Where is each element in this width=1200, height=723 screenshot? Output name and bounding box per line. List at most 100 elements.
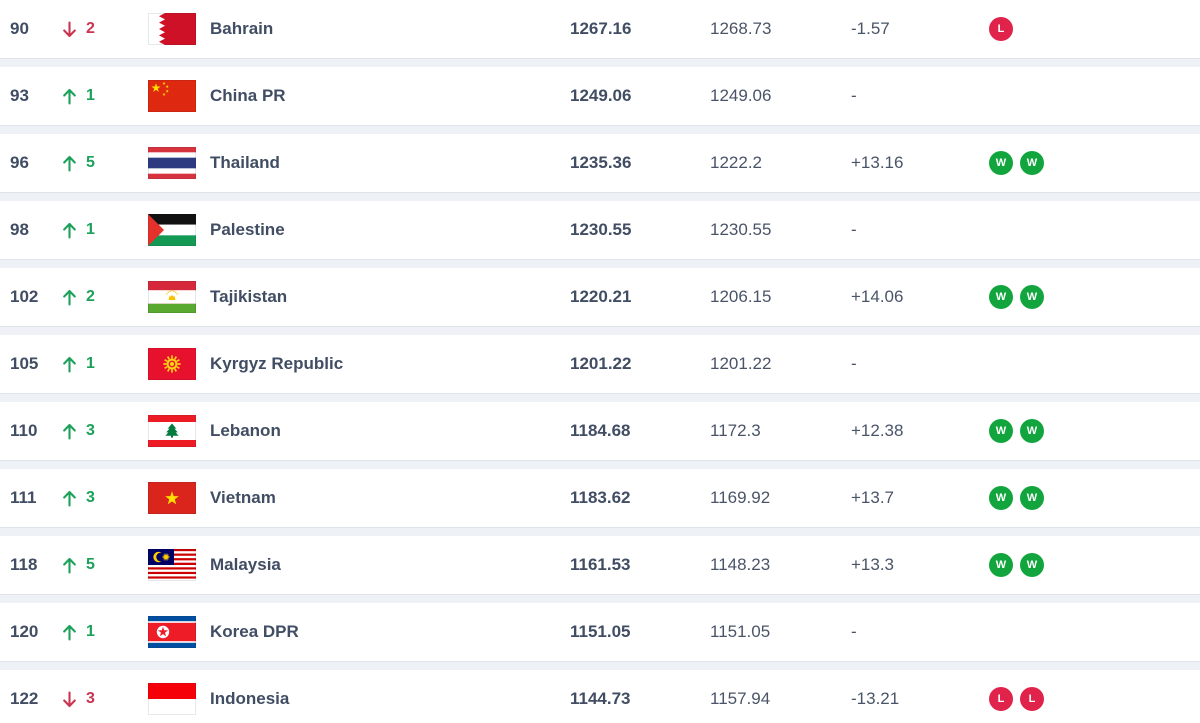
- team-name[interactable]: Thailand: [210, 153, 280, 172]
- win-result-badge: W: [989, 419, 1013, 443]
- rank-movement-value: 1: [86, 221, 95, 238]
- rank-up-icon: [63, 289, 76, 306]
- team-name[interactable]: Malaysia: [210, 555, 281, 574]
- loss-result-badge: L: [989, 17, 1013, 41]
- previous-points: 1172.3: [710, 421, 761, 440]
- ranking-row[interactable]: 90 2 Bahrain 1267.16 1268.73 -1.57 L: [0, 0, 1200, 59]
- ranking-row[interactable]: 122 3 Indonesia 1144.73 1157.94 -13.21 L…: [0, 670, 1200, 723]
- team-name[interactable]: Vietnam: [210, 488, 276, 507]
- rank-down-icon: [63, 20, 76, 37]
- win-result-badge: W: [1020, 486, 1044, 510]
- total-points: 1144.73: [570, 689, 631, 708]
- ranking-row[interactable]: 105 1 Kyrgyz Republic 1201.22 1201.22 -: [0, 335, 1200, 394]
- last-results: L: [989, 17, 1013, 41]
- points-change: +13.3: [851, 555, 895, 574]
- china-flag-icon: [148, 80, 210, 112]
- total-points: 1220.21: [570, 287, 632, 306]
- ranking-row[interactable]: 102 2 Tajikistan 1220.21 1206.15 +14.06 …: [0, 268, 1200, 327]
- previous-points: 1169.92: [710, 488, 771, 507]
- total-points: 1267.16: [570, 19, 632, 38]
- team-rank: 118: [10, 555, 38, 574]
- ranking-row[interactable]: 98 1 Palestine 1230.55 1230.55 -: [0, 201, 1200, 260]
- total-points: 1161.53: [570, 555, 631, 574]
- total-points: 1249.06: [570, 86, 632, 105]
- points-change: -: [851, 220, 857, 239]
- total-points: 1151.05: [570, 622, 631, 641]
- rank-movement: 3: [56, 489, 144, 507]
- win-result-badge: W: [989, 151, 1013, 175]
- ranking-row[interactable]: 120 1 Korea DPR 1151.05 1151.05 -: [0, 603, 1200, 662]
- rank-movement: 1: [56, 623, 144, 641]
- rank-up-icon: [63, 624, 76, 641]
- previous-points: 1268.73: [710, 19, 772, 38]
- rank-up-icon: [63, 356, 76, 373]
- previous-points: 1201.22: [710, 354, 772, 373]
- rank-movement-value: 5: [86, 556, 95, 573]
- rank-movement-value: 3: [86, 690, 95, 707]
- indonesia-flag-icon: [148, 683, 210, 715]
- rank-up-icon: [63, 423, 76, 440]
- rank-up-icon: [63, 222, 76, 239]
- total-points: 1235.36: [570, 153, 632, 172]
- rank-up-icon: [63, 490, 76, 507]
- previous-points: 1206.15: [710, 287, 772, 306]
- previous-points: 1230.55: [710, 220, 772, 239]
- team-rank: 102: [10, 287, 39, 306]
- rank-movement: 1: [56, 221, 144, 239]
- rank-movement-value: 1: [86, 355, 95, 372]
- koreadpr-flag-icon: [148, 616, 210, 648]
- thailand-flag-icon: [148, 147, 210, 179]
- total-points: 1184.68: [570, 421, 631, 440]
- vietnam-flag-icon: [148, 482, 210, 514]
- previous-points: 1249.06: [710, 86, 772, 105]
- rank-movement-value: 2: [86, 288, 95, 305]
- total-points: 1183.62: [570, 488, 631, 507]
- rank-movement-value: 1: [86, 623, 95, 640]
- win-result-badge: W: [1020, 285, 1044, 309]
- points-change: +13.16: [851, 153, 904, 172]
- rank-movement: 3: [56, 422, 144, 440]
- points-change: -: [851, 86, 857, 105]
- team-name[interactable]: Lebanon: [210, 421, 281, 440]
- team-name[interactable]: Tajikistan: [210, 287, 288, 306]
- team-name[interactable]: Palestine: [210, 220, 285, 239]
- previous-points: 1148.23: [710, 555, 771, 574]
- rank-movement-value: 5: [86, 154, 95, 171]
- points-change: +14.06: [851, 287, 904, 306]
- ranking-row[interactable]: 93 1 China PR 1249.06 1249.06 -: [0, 67, 1200, 126]
- rank-movement-value: 1: [86, 87, 95, 104]
- lebanon-flag-icon: [148, 415, 210, 447]
- loss-result-badge: L: [1020, 687, 1044, 711]
- team-name[interactable]: Korea DPR: [210, 622, 299, 641]
- team-rank: 111: [10, 488, 37, 507]
- team-name[interactable]: Indonesia: [210, 689, 290, 708]
- team-name[interactable]: Bahrain: [210, 19, 274, 38]
- team-name[interactable]: China PR: [210, 86, 286, 105]
- team-name[interactable]: Kyrgyz Republic: [210, 354, 344, 373]
- win-result-badge: W: [989, 553, 1013, 577]
- rank-movement-value: 2: [86, 20, 95, 37]
- team-rank: 98: [10, 220, 29, 239]
- rank-movement: 2: [56, 20, 144, 38]
- team-rank: 122: [10, 689, 39, 708]
- rank-up-icon: [63, 88, 76, 105]
- points-change: -1.57: [851, 19, 890, 38]
- points-change: -: [851, 354, 857, 373]
- team-rank: 93: [10, 86, 29, 105]
- team-rank: 90: [10, 19, 29, 38]
- malaysia-flag-icon: [148, 549, 210, 581]
- tajikistan-flag-icon: [148, 281, 210, 313]
- kyrgyz-flag-icon: [148, 348, 210, 380]
- team-rank: 120: [10, 622, 39, 641]
- team-rank: 96: [10, 153, 29, 172]
- team-rank: 105: [10, 354, 39, 373]
